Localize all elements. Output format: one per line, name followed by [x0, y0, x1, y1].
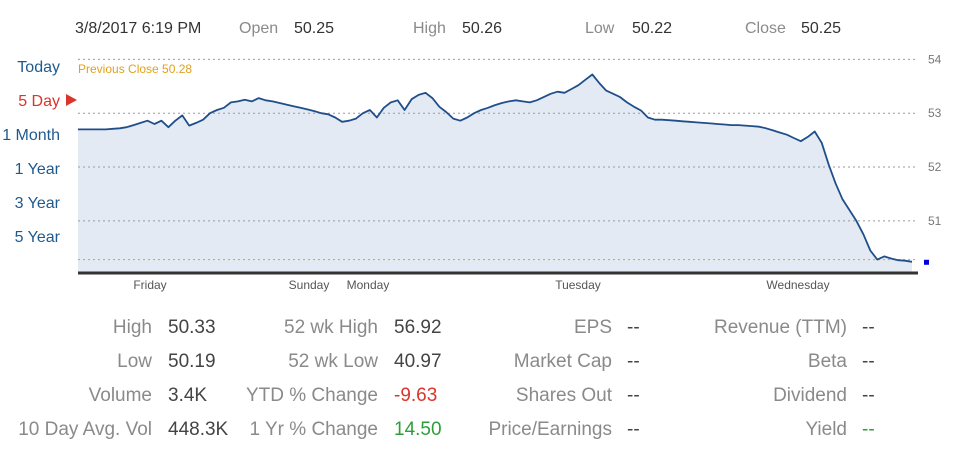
high-label: High — [413, 20, 446, 37]
stat-yield-value: -- — [862, 419, 875, 440]
stat-beta-value: -- — [862, 351, 875, 372]
range-5-year[interactable]: 5 Year — [14, 229, 60, 246]
stat-1yr-change-value: 14.50 — [394, 419, 442, 440]
stat-52wk-low-label: 52 wk Low — [288, 351, 378, 372]
price-line — [78, 73, 913, 263]
stat-ytd-change-value: -9.63 — [394, 385, 438, 406]
stat-dividend-label: Dividend — [773, 385, 847, 406]
stat-high-value: 50.33 — [168, 317, 216, 338]
range-today[interactable]: Today — [17, 59, 60, 76]
stat-shares-out-value: -- — [627, 385, 640, 406]
range-3-year[interactable]: 3 Year — [14, 195, 60, 212]
stat-volume-label: Volume — [88, 385, 152, 406]
price-chart[interactable]: 54 53 52 51 Previous Close 50.28 Friday Sunday… — [0, 50, 954, 298]
stat-ytd-change-label: YTD % Change — [245, 385, 378, 406]
y-tick-label: 52 — [928, 160, 942, 174]
open-value: 50.25 — [294, 20, 335, 37]
stat-1yr-change-label: 1 Yr % Change — [249, 419, 378, 440]
active-range-arrow-icon — [66, 94, 77, 106]
stat-market-cap-label: Market Cap — [513, 351, 612, 372]
stat-beta-label: Beta — [807, 351, 847, 372]
range-1-year[interactable]: 1 Year — [14, 161, 60, 178]
stat-pe-value: -- — [627, 419, 640, 440]
stat-10day-vol-value: 448.3K — [168, 419, 229, 440]
low-label: Low — [585, 20, 615, 37]
last-price-marker — [924, 259, 929, 265]
low-value: 50.22 — [632, 20, 673, 37]
stat-low-value: 50.19 — [168, 351, 216, 372]
previous-close-label: Previous Close 50.28 — [78, 62, 192, 76]
close-label: Close — [745, 20, 786, 37]
x-tick-label: Sunday — [289, 278, 330, 292]
range-5-day[interactable]: 5 Day — [18, 93, 60, 110]
y-tick-label: 51 — [928, 214, 942, 228]
stat-high-label: High — [112, 317, 152, 338]
x-tick-label: Tuesday — [555, 278, 601, 292]
stat-pe-label: Price/Earnings — [488, 419, 612, 440]
x-tick-label: Wednesday — [766, 278, 829, 292]
stat-market-cap-value: -- — [627, 351, 640, 372]
x-tick-label: Monday — [347, 278, 390, 292]
stat-revenue-value: -- — [862, 317, 875, 338]
y-tick-label: 54 — [928, 52, 942, 66]
stat-eps-value: -- — [627, 317, 640, 338]
stat-52wk-low-value: 40.97 — [394, 351, 442, 372]
price-area-fill — [78, 74, 912, 272]
stat-low-label: Low — [117, 351, 152, 372]
high-value: 50.26 — [462, 20, 503, 37]
stat-eps-label: EPS — [573, 317, 612, 338]
x-tick-label: Friday — [133, 278, 166, 292]
stat-10day-vol-label: 10 Day Avg. Vol — [18, 419, 152, 440]
stat-dividend-value: -- — [862, 385, 875, 406]
close-value: 50.25 — [801, 20, 842, 37]
stat-revenue-label: Revenue (TTM) — [713, 317, 847, 338]
y-tick-label: 53 — [928, 106, 942, 120]
stat-yield-label: Yield — [805, 419, 847, 440]
stat-52wk-high-value: 56.92 — [394, 317, 442, 338]
stat-shares-out-label: Shares Out — [515, 385, 612, 406]
open-label: Open — [239, 20, 279, 37]
range-1-month[interactable]: 1 Month — [2, 127, 60, 144]
stat-52wk-high-label: 52 wk High — [284, 317, 378, 338]
stat-volume-value: 3.4K — [168, 385, 208, 406]
quote-datetime: 3/8/2017 6:19 PM — [75, 20, 202, 37]
